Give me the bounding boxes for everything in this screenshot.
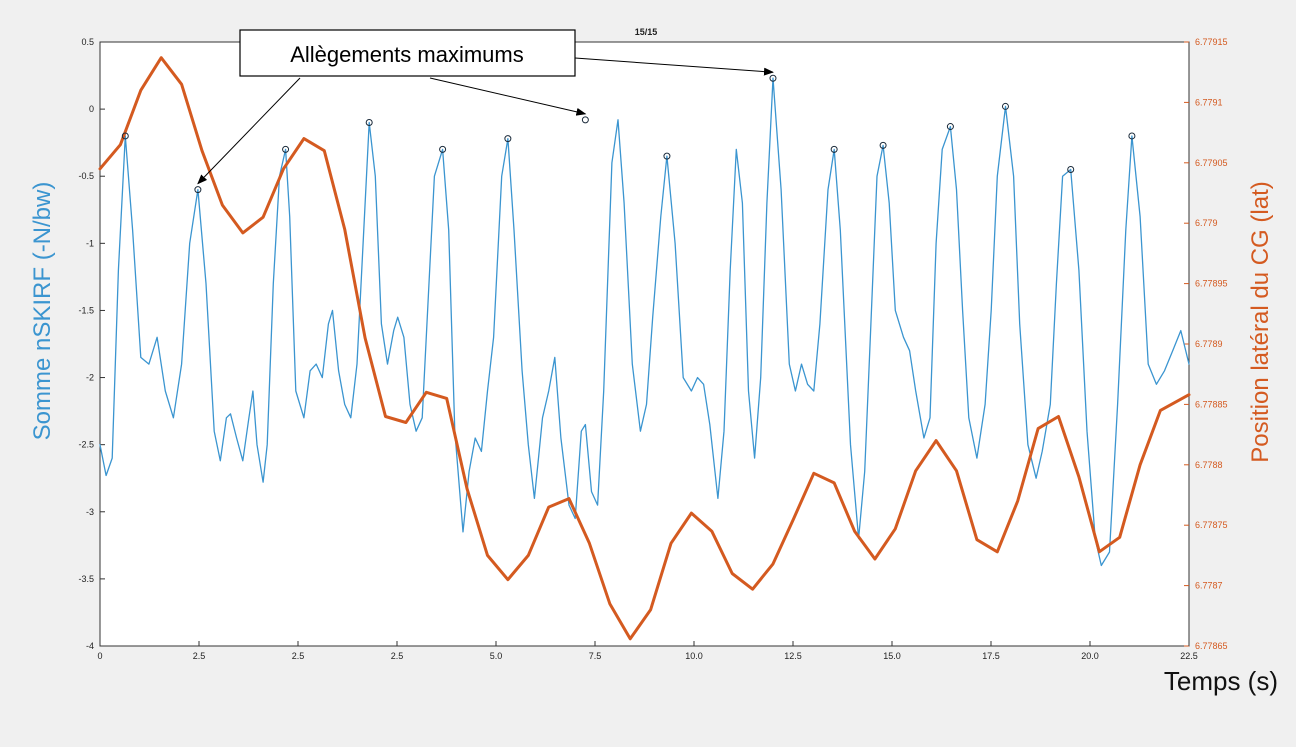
y-right-ticks: 6.77915 6.7791 6.77905 6.779 6.77895 6.7789 6.… [1184,37,1228,651]
annotation-box [239,29,576,77]
peak-marker [663,152,671,160]
y-left-tick-label: -4 [86,641,94,651]
x-tick-label: 17.5 [982,651,1000,661]
x-tick-label: 7.5 [589,651,602,661]
series-line-right [98,56,1191,641]
y-right-tick-label: 6.7787 [1195,581,1223,591]
x-tick-label: 12.5 [784,651,802,661]
series-group [98,56,1191,641]
y-left-label: Somme nSKIRF (-N/bw) [29,182,56,441]
x-tick-label: 0 [97,651,102,661]
y-left-tick-label: -3 [86,507,94,517]
peak-marker [504,135,512,143]
annotation-arrow [429,77,587,116]
y-right-tick-label: 6.77865 [1195,641,1228,651]
y-left-tick-label: -1.5 [78,305,94,315]
peak-marker [439,145,447,153]
y-right-tick-label: 6.77885 [1195,399,1228,409]
x-tick-label: 2.5 [193,651,206,661]
peak-marker [194,186,202,194]
y-right-tick-label: 6.77915 [1195,37,1228,47]
y-left-tick-label: 0.5 [81,37,94,47]
y-right-tick-label: 6.77905 [1195,158,1228,168]
chart-title: 15/15 [635,27,658,37]
annotation-text: Allègements maximums [290,42,524,67]
y-left-ticks: 0.5 0 -0.5 -1 -1.5 -2 -2.5 -3 -3.5 -4 [78,37,105,651]
y-left-tick-label: 0 [89,104,94,114]
x-tick-label: 2.5 [391,651,404,661]
x-tick-label: 15.0 [883,651,901,661]
peak-marker [1067,166,1075,174]
peak-marker [581,116,589,124]
y-right-tick-label: 6.779 [1195,218,1218,228]
peak-marker [282,145,290,153]
peak-marker [365,119,373,127]
y-left-tick-label: -2 [86,373,94,383]
annotation-arrow [574,57,774,76]
x-tick-label: 10.0 [685,651,703,661]
x-ticks: 0 2.5 2.5 2.5 5.0 7.5 10.0 12.5 15.0 17.5 20.0 22.5 [97,641,1198,661]
series-line-left [99,77,1190,567]
annotation-arrows [197,57,774,185]
y-left-tick-label: -0.5 [78,171,94,181]
plot-area [99,41,1190,647]
peak-marker [1128,132,1136,140]
x-tick-label: 20.0 [1081,651,1099,661]
peak-marker [946,123,954,131]
x-tick-label: 2.5 [292,651,305,661]
y-right-tick-label: 6.7788 [1195,460,1223,470]
y-left-tick-label: -2.5 [78,440,94,450]
y-left-tick-label: -3.5 [78,574,94,584]
peak-marker [1001,102,1009,110]
y-right-tick-label: 6.77875 [1195,520,1228,530]
peak-marker [879,141,887,149]
x-tick-label: 5.0 [490,651,503,661]
x-axis-label: Temps (s) [1164,666,1278,696]
y-left-tick-label: -1 [86,238,94,248]
peak-markers [121,74,1136,194]
y-right-tick-label: 6.7791 [1195,97,1223,107]
annotation-arrow [197,77,301,185]
peak-marker [830,145,838,153]
y-right-tick-label: 6.77895 [1195,279,1228,289]
peak-marker [121,132,129,140]
y-right-label: Position latéral du CG (lat) [1247,181,1274,462]
x-tick-label: 22.5 [1180,651,1198,661]
y-right-tick-label: 6.7789 [1195,339,1223,349]
